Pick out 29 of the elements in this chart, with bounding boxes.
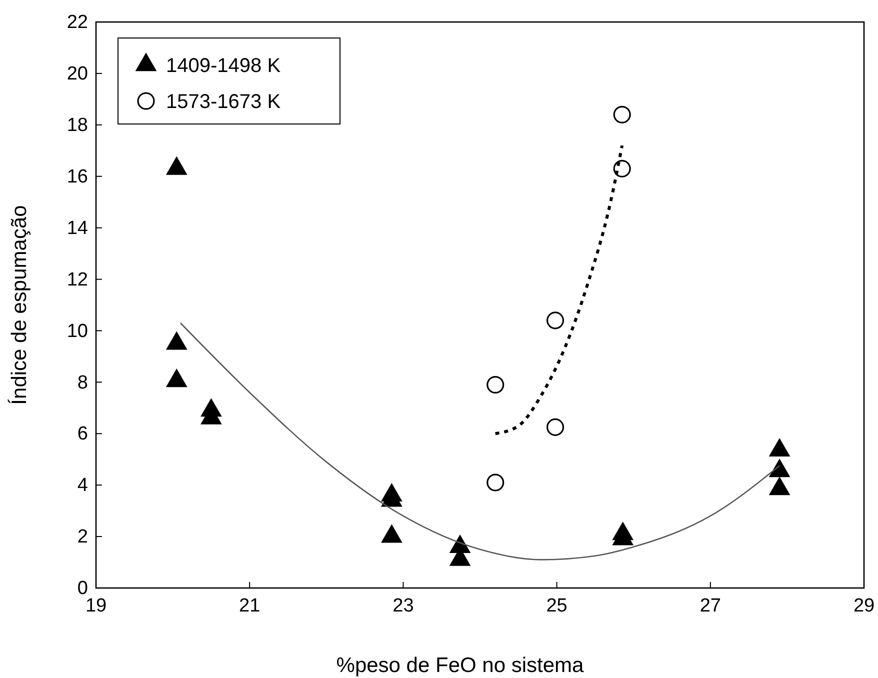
y-tick-label: 6 (77, 424, 88, 445)
point (769, 459, 790, 478)
point (166, 369, 187, 388)
x-tick-label: 25 (546, 595, 568, 616)
x-tick-label: 19 (85, 595, 107, 616)
y-tick-label: 0 (77, 578, 88, 600)
x-tick-label: 27 (700, 595, 721, 616)
legend-label: 1573-1673 K (166, 91, 282, 113)
x-axis-title: %peso de FeO no sistema (336, 654, 584, 677)
y-axis-title: Índice de espumação (7, 205, 31, 405)
y-tick-label: 2 (77, 526, 88, 548)
point (166, 332, 187, 350)
point (769, 438, 790, 457)
point (613, 106, 631, 124)
y-tick-label: 20 (66, 64, 88, 85)
y-tick-label: 8 (77, 372, 88, 394)
legend-label: 1409-1498 K (166, 55, 282, 77)
y-tick-label: 14 (66, 218, 88, 239)
x-tick-label: 23 (392, 595, 414, 616)
point (382, 525, 402, 543)
y-tick-label: 18 (66, 114, 88, 136)
y-tick-label: 10 (66, 320, 88, 342)
y-tick-label: 4 (77, 475, 88, 496)
y-tick-label: 16 (66, 166, 88, 188)
y-tick-label: 22 (66, 12, 88, 34)
x-tick-label: 21 (239, 595, 260, 616)
y-tick-label: 12 (66, 269, 88, 290)
point (769, 477, 790, 496)
x-tick-label: 29 (853, 595, 875, 616)
